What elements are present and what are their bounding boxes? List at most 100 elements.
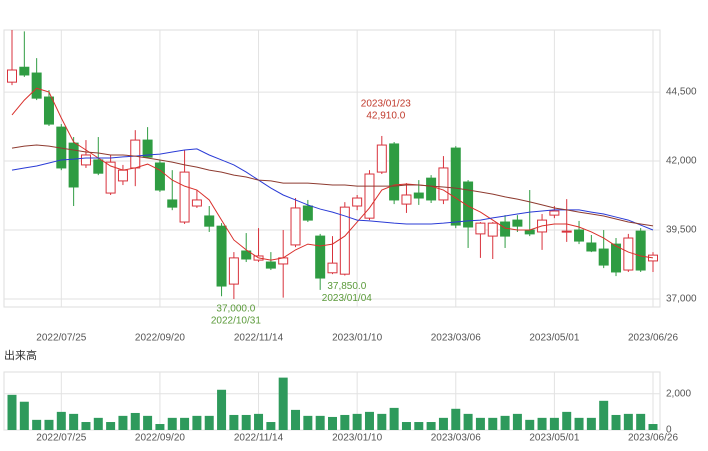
volume-bar [32,419,42,430]
volume-bar [401,422,411,430]
volume-bar [266,422,276,430]
candle-up [80,154,91,166]
x-tick-label: 2022/09/20 [135,333,185,344]
x-tick-label: 2023/05/01 [529,433,579,444]
candle-down [586,242,597,252]
candle-down [142,139,153,158]
volume-bar [389,407,399,430]
volume-bar [377,413,387,430]
candle-down [167,199,178,208]
candle-up [561,230,572,233]
volume-bar [586,417,596,430]
candle-down [463,181,474,228]
volume-bar [155,424,165,430]
volume-bar [44,419,54,430]
volume-bar [574,417,584,430]
volume-bar [315,415,325,430]
x-tick-label: 2022/07/25 [36,333,86,344]
moving-average [11,144,654,227]
y-tick-label: 2,000 [666,388,691,399]
candle-down [19,66,30,76]
candle-down [265,261,276,269]
volume-bar [229,414,239,430]
volume-bar [525,419,535,430]
candle-up [364,173,375,219]
volume-bar [500,415,510,430]
x-tick-label: 2023/01/10 [332,433,382,444]
candle-down [512,219,523,227]
x-tick-label: 2023/06/26 [628,433,678,444]
volume-bar [340,414,350,430]
volume-bar [254,413,264,430]
candle-up [438,167,449,201]
volume-bar [204,415,214,430]
candle-down [204,215,215,227]
volume-bar [364,411,374,430]
candle-up [475,222,486,235]
candle-up [376,144,387,173]
volume-bar [93,417,103,430]
y-tick-label: 42,000 [666,156,697,167]
volume-bar [56,411,66,430]
annotation-date: 2023/01/04 [322,293,372,304]
candle-down [216,225,227,287]
annotation-value: 37,850.0 [327,281,366,292]
candle-down [31,72,42,99]
x-tick-label: 2023/03/06 [431,433,481,444]
volume-bar [475,417,485,430]
volume-bar [180,417,190,430]
volume-bar [167,417,177,430]
candle-down [524,229,535,235]
volume-bar [426,422,436,430]
volume-bar [488,417,498,430]
volume-bar [414,422,424,430]
annotation-value: 42,910.0 [366,111,405,122]
candle-up [290,207,301,246]
volume-title: 出来高 [4,348,37,362]
candle-down [315,235,326,279]
candle-down [241,250,252,260]
candle-down [302,205,313,221]
volume-bar [303,415,313,430]
volume-bar [451,408,461,430]
volume-bar [81,422,91,430]
candle-down [635,230,646,271]
volume-bar [130,412,140,430]
candle-up [179,171,190,223]
annotation-date: 2022/10/31 [211,316,261,327]
candle-up [105,161,116,194]
price-panel [3,29,661,308]
x-tick-label: 2023/03/06 [431,333,481,344]
candle-down [598,248,609,266]
candle-up [352,197,363,207]
annotation-value: 37,000.0 [216,304,255,315]
volume-bar [118,415,128,430]
volume-bar [7,394,17,430]
candle-down [611,243,622,273]
volume-bar [599,400,609,430]
candle-up [549,210,560,216]
volume-bar [438,417,448,430]
candle-up [191,199,202,207]
moving-average [11,87,654,261]
volume-bar [19,401,29,430]
candle-down [450,147,461,226]
candle-up [339,206,350,275]
candle-down [154,162,165,191]
candle-up [623,237,634,271]
volume-bar [623,413,633,430]
candle-down [574,229,585,242]
volume-bar [537,417,547,430]
candle-up [130,139,141,169]
x-tick-label: 2023/01/10 [332,333,382,344]
volume-bar [278,377,288,430]
volume-bar [512,413,522,430]
volume-bar [549,417,559,430]
volume-bar [463,413,473,430]
volume-bar [291,409,301,430]
volume-bar [562,411,572,430]
candle-down [426,177,437,201]
x-tick-label: 2022/07/25 [36,433,86,444]
candle-up [327,262,338,274]
